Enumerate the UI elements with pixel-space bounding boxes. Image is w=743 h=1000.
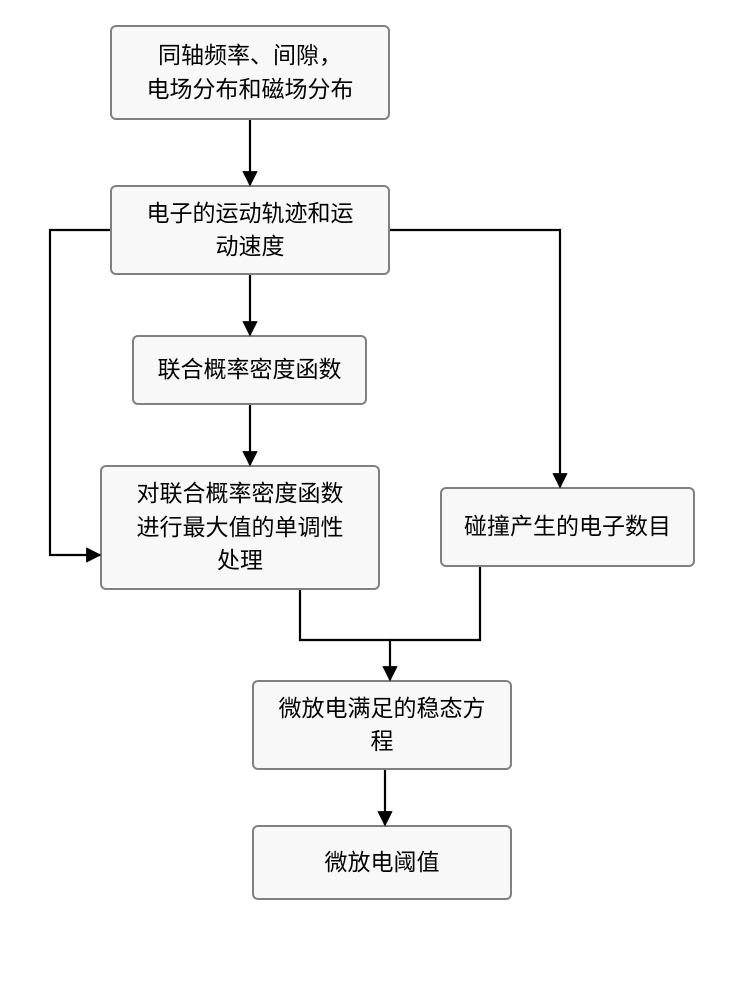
node-input-params: 同轴频率、间隙， 电场分布和磁场分布 [110, 25, 390, 120]
flowchart-canvas: 同轴频率、间隙， 电场分布和磁场分布 电子的运动轨迹和运 动速度 联合概率密度函… [0, 0, 743, 1000]
node-steady-equation: 微放电满足的稳态方 程 [252, 680, 512, 770]
edge-n4-n6 [300, 590, 390, 680]
node-monotonic-process: 对联合概率密度函数 进行最大值的单调性 处理 [100, 465, 380, 590]
node-threshold: 微放电阈值 [252, 825, 512, 900]
node-electron-motion: 电子的运动轨迹和运 动速度 [110, 185, 390, 275]
node-collision-count: 碰撞产生的电子数目 [440, 487, 695, 567]
edge-n2-n5 [390, 230, 560, 487]
edge-n5-n6 [390, 567, 480, 640]
node-joint-pdf: 联合概率密度函数 [132, 335, 367, 405]
